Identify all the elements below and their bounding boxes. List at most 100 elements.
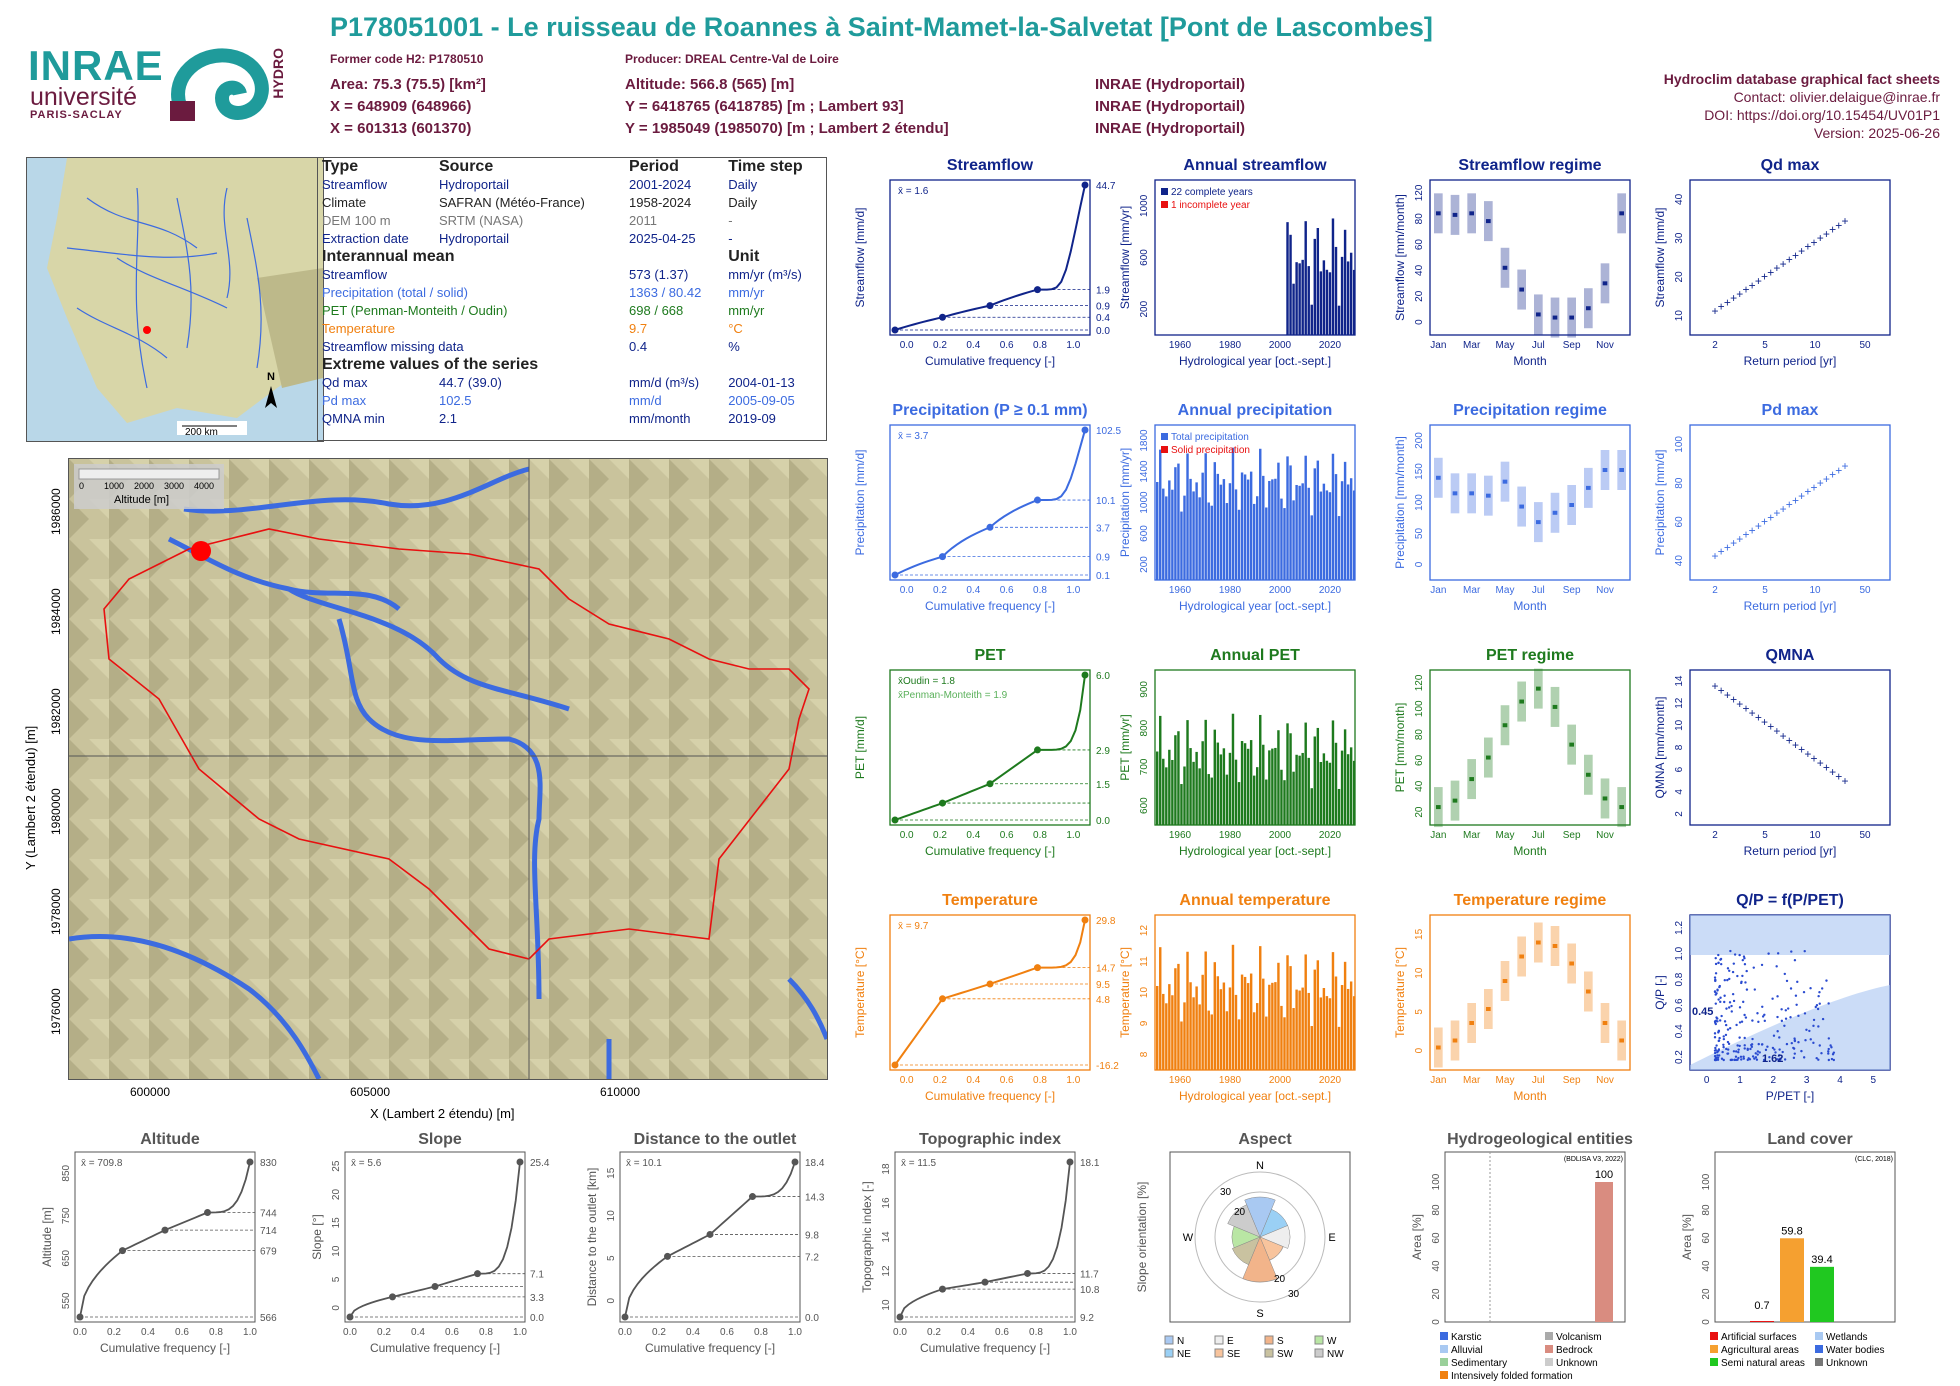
- qp-point: [1830, 1046, 1833, 1049]
- y-tick: 15: [331, 1217, 342, 1229]
- regime-median: [1486, 219, 1491, 224]
- rp-point: +: [1798, 742, 1805, 756]
- annual-bar: [1165, 496, 1168, 580]
- qp-point: [1763, 1019, 1766, 1023]
- y-tick: 5: [331, 1276, 342, 1282]
- x-tick: Mar: [1463, 830, 1481, 841]
- x-tick: 0.8: [479, 1327, 493, 1338]
- x-tick: 0.2: [377, 1327, 391, 1338]
- qp-point: [1793, 959, 1797, 962]
- y-tick: 0.2: [1674, 1050, 1685, 1064]
- extreme-date: 2019-09: [728, 411, 776, 426]
- qp-point: [1785, 1042, 1789, 1046]
- y-tick: 120: [1414, 674, 1425, 691]
- annual-bar: [1289, 465, 1292, 580]
- annual-bar: [1298, 755, 1301, 825]
- qp-point: [1714, 962, 1718, 966]
- chart-title: Slope: [418, 1131, 462, 1148]
- qp-point: [1732, 962, 1736, 965]
- x-tick: 5: [1762, 830, 1768, 841]
- qp-point: [1743, 1047, 1746, 1050]
- qp-point: [1772, 1034, 1776, 1037]
- qp-point: [1729, 949, 1732, 953]
- qp-point: [1723, 994, 1726, 997]
- quantile-label: 1.9: [1096, 286, 1110, 297]
- rp-point: +: [1718, 684, 1725, 698]
- x-axis-label: Return period [yr]: [1744, 844, 1837, 858]
- annual-bar: [1310, 515, 1313, 580]
- y-tick: 1.0: [1674, 946, 1685, 960]
- legend-label: NW: [1327, 1349, 1344, 1360]
- qp-point: [1742, 955, 1746, 958]
- x-tick: 0.2: [933, 585, 947, 596]
- y-tick: 80: [1674, 477, 1685, 489]
- qp-point: [1714, 1021, 1717, 1025]
- qp-point: [1719, 958, 1722, 961]
- rp-point: +: [1829, 468, 1836, 482]
- regime-median: [1502, 479, 1508, 484]
- rp-point: +: [1792, 738, 1799, 752]
- annual-bar: [1313, 969, 1317, 1070]
- quantile-label: 830: [260, 1158, 277, 1169]
- regime-median: [1602, 468, 1608, 472]
- plot-frame: [74, 1151, 256, 1323]
- outlet-marker: [191, 541, 211, 561]
- annual-bar: [1283, 508, 1286, 580]
- annual-bar: [1216, 976, 1220, 1070]
- rp-point: +: [1724, 295, 1731, 309]
- chart-title: Pd max: [1762, 402, 1819, 419]
- landcover-bar: [1750, 1321, 1774, 1322]
- qp-point: [1780, 1019, 1784, 1023]
- rp-point: +: [1829, 223, 1836, 237]
- quantile-label: 0.0: [1096, 326, 1110, 337]
- qp-point: [1779, 1058, 1782, 1061]
- legend-swatch: [1214, 1335, 1224, 1345]
- qp-point: [1717, 953, 1720, 957]
- qp-point: [1714, 1019, 1718, 1022]
- y-tick: 6: [1674, 766, 1685, 772]
- row-type: Extraction date: [322, 231, 409, 246]
- qp-point: [1740, 1020, 1744, 1023]
- chart-title: Annual temperature: [1179, 892, 1330, 909]
- qp-point: [1726, 1052, 1730, 1055]
- y-axis-label: Temperature [°C]: [1393, 947, 1407, 1038]
- qp-point: [1723, 1000, 1726, 1004]
- annual-bar: [1231, 447, 1235, 580]
- regime-median: [1552, 315, 1558, 320]
- qp-point: [1804, 1039, 1807, 1042]
- qp-point: [1784, 1009, 1788, 1012]
- qp-point: [1784, 1017, 1788, 1020]
- annual-bar: [1262, 475, 1265, 580]
- regime-median: [1619, 211, 1624, 216]
- legend-swatch: [1440, 1345, 1448, 1353]
- annual-bar: [1322, 753, 1326, 825]
- row-source: SRTM (NASA): [438, 213, 524, 228]
- qp-point: [1724, 1023, 1728, 1027]
- duration-curve: [899, 1161, 1071, 1318]
- ring-label: 20: [1234, 1207, 1246, 1218]
- qp-point: [1713, 1032, 1717, 1035]
- annual-bar: [1183, 495, 1186, 580]
- legend-label: Semi natural areas: [1721, 1358, 1805, 1369]
- x-tick: 1.0: [1066, 830, 1080, 841]
- db-name: Hydroclim database graphical fact sheets: [1663, 71, 1940, 87]
- x-tick: 0.6: [1000, 830, 1014, 841]
- x-axis-label: Month: [1513, 599, 1546, 613]
- y-tick: 14: [881, 1231, 892, 1243]
- annual-bar: [1252, 1012, 1256, 1070]
- x-tick: 0.4: [141, 1327, 155, 1338]
- rp-point: +: [1804, 747, 1811, 761]
- x-tick: Sep: [1563, 830, 1581, 841]
- x-tick: 0.2: [933, 340, 947, 351]
- x-axis-label: Cumulative frequency [-]: [920, 1341, 1050, 1355]
- legend-label: S: [1277, 1336, 1284, 1347]
- annual-bar: [1256, 496, 1259, 580]
- qp-point: [1751, 1019, 1754, 1022]
- x-tick: 0.0: [900, 585, 914, 596]
- annual-bar: [1262, 978, 1265, 1070]
- annual-bar: [1240, 974, 1244, 1070]
- extreme-value: 44.7 (39.0): [438, 375, 502, 390]
- y-tick: 40: [1414, 780, 1425, 792]
- annual-bar: [1316, 228, 1320, 335]
- y-axis-label: Precipitation [mm/yr]: [1118, 448, 1132, 557]
